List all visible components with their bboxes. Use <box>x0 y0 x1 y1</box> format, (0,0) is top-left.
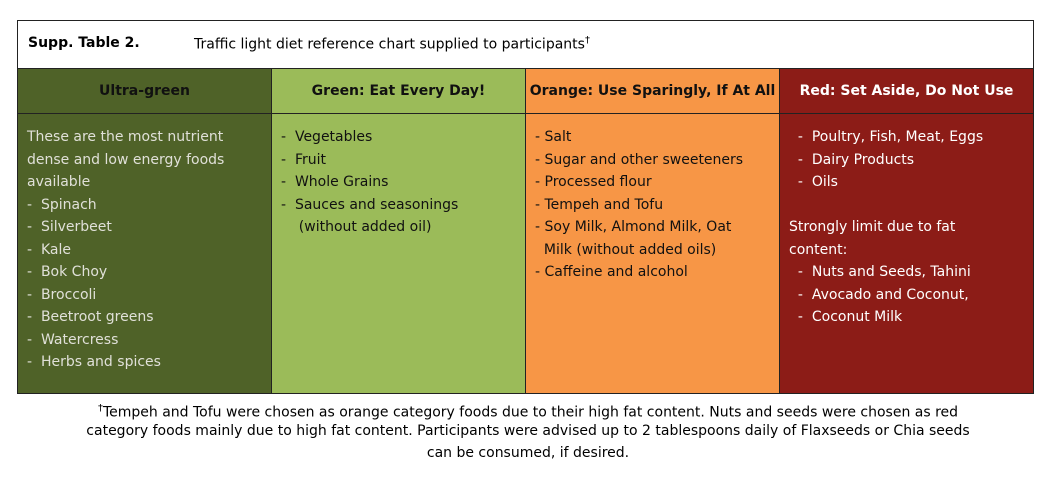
body-line <box>789 194 1025 217</box>
column-body: - Vegetables - Fruit - Whole Grains - Sauce… <box>272 114 525 239</box>
body-line: - Processed flour <box>535 174 652 190</box>
column: Red: Set Aside, Do Not Use - Poultry, Fi… <box>780 69 1033 393</box>
footnote: †Tempeh and Tofu were chosen as orange c… <box>0 398 1056 464</box>
column-heading: Green: Eat Every Day! <box>272 69 525 114</box>
column-heading: Ultra-green <box>18 69 271 114</box>
body-line: - Bok Choy <box>27 264 108 280</box>
footnote-text: Tempeh and Tofu were chosen as orange ca… <box>102 404 959 421</box>
title-text: Traffic light diet reference chart suppl… <box>194 36 585 53</box>
body-line: - Sauces and seasonings <box>281 196 459 213</box>
column: Orange: Use Sparingly, If At All - Salt - … <box>526 69 780 393</box>
body-line: - Salt <box>535 129 572 145</box>
body-line: - Poultry, Fish, Meat, Eggs <box>789 129 984 145</box>
footnote-line: can be consumed, if desired. <box>0 442 1056 464</box>
table-title-row: Supp. Table 2. Traffic light diet refere… <box>18 21 1033 69</box>
column-body: - Poultry, Fish, Meat, Eggs - Dairy Prod… <box>780 114 1033 329</box>
footnote-text: category foods mainly due to high fat co… <box>86 423 970 439</box>
body-line: - Silverbeet <box>27 219 112 235</box>
body-line: - Sugar and other sweeteners <box>535 151 744 168</box>
body-line: available <box>27 174 91 190</box>
column: Green: Eat Every Day! - Vegetables - Fruit… <box>272 69 526 393</box>
dagger: † <box>584 35 590 46</box>
table-title: Traffic light diet reference chart suppl… <box>194 35 590 53</box>
column: Ultra-green These are the most nutrient de… <box>18 69 272 393</box>
body-line: - Soy Milk, Almond Milk, Oat <box>535 219 732 235</box>
body-line: - Watercress <box>27 331 119 348</box>
body-line: - Oils <box>789 174 838 190</box>
body-line: - Herbs and spices <box>27 354 161 370</box>
body-line: - Avocado and Coconut, <box>789 286 969 303</box>
table-label: Supp. Table 2. <box>28 35 140 51</box>
body-line: - Dairy Products <box>789 151 915 168</box>
body-line: - Nuts and Seeds, Tahini <box>789 264 971 280</box>
column-body: - Salt - Sugar and other sweeteners - Proc… <box>526 114 779 284</box>
body-line: - Coconut Milk <box>789 309 903 325</box>
column-heading: Red: Set Aside, Do Not Use <box>780 69 1033 114</box>
footnote-text: can be consumed, if desired. <box>426 445 630 461</box>
body-line: - Whole Grains <box>281 174 389 190</box>
body-line: Milk (without added oils) <box>535 241 717 258</box>
body-line: Strongly limit due to fat <box>789 219 956 235</box>
body-line: These are the most nutrient <box>27 129 224 145</box>
column-body: These are the most nutrient dense and low… <box>18 114 271 374</box>
table: Supp. Table 2. Traffic light diet refere… <box>17 20 1034 394</box>
body-line: dense and low energy foods <box>27 151 225 168</box>
body-line: (without added oil) <box>281 219 432 235</box>
body-line: - Tempeh and Tofu <box>535 196 664 213</box>
body-line: content: <box>789 241 848 258</box>
footnote-line: †Tempeh and Tofu were chosen as orange c… <box>0 398 1056 421</box>
footnote-line: category foods mainly due to high fat co… <box>0 420 1056 442</box>
body-line: - Kale <box>27 241 71 258</box>
body-line: - Broccoli <box>27 286 97 303</box>
body-line: - Fruit <box>281 151 326 168</box>
body-line: - Caffeine and alcohol <box>535 264 688 280</box>
body-line: - Spinach <box>27 196 97 213</box>
column-heading: Orange: Use Sparingly, If At All <box>526 69 779 114</box>
body-line: - Vegetables <box>281 129 373 145</box>
body-line: - Beetroot greens <box>27 309 154 325</box>
dagger: † <box>97 403 103 414</box>
